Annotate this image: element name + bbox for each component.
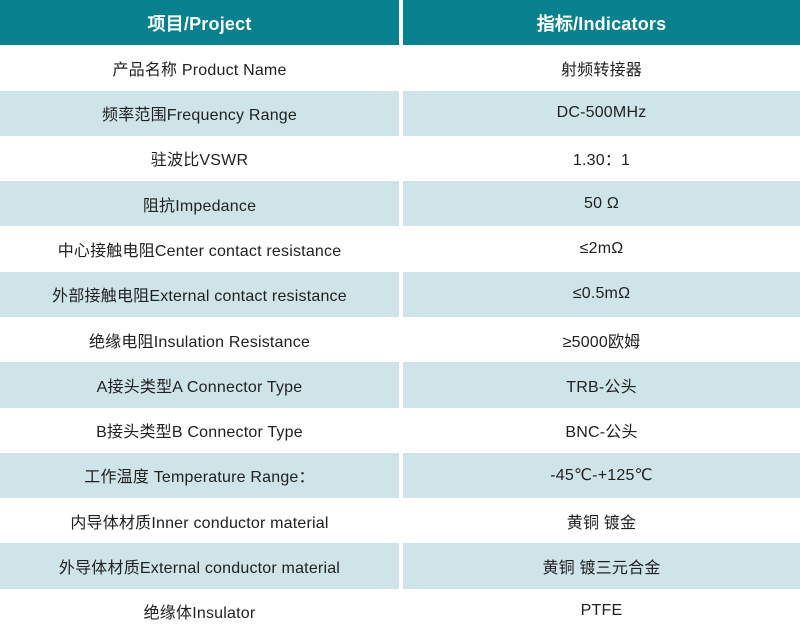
table-row: 绝缘电阻Insulation Resistance ≥5000欧姆	[0, 316, 800, 363]
column-divider	[399, 90, 403, 136]
project-cell: 内导体材质Inner conductor material	[0, 498, 399, 544]
project-cell: 绝缘体Insulator	[0, 588, 399, 634]
indicator-cell: 黄铜 镀三元合金	[403, 543, 800, 589]
table-header-row: 项目/Project 指标/Indicators	[0, 0, 800, 46]
indicator-cell: 射频转接器	[403, 45, 800, 91]
project-cell: B接头类型B Connector Type	[0, 407, 399, 453]
column-divider	[399, 0, 403, 46]
indicator-cell: ≥5000欧姆	[403, 316, 800, 363]
column-divider	[399, 45, 403, 91]
indicator-cell: TRB-公头	[403, 362, 800, 408]
column-divider	[399, 135, 403, 182]
table-row: 中心接触电阻Center contact resistance ≤2mΩ	[0, 226, 800, 272]
column-divider	[399, 226, 403, 272]
table-row: 产品名称 Product Name 射频转接器	[0, 45, 800, 91]
column-divider	[399, 407, 403, 453]
header-indicators: 指标/Indicators	[403, 0, 800, 46]
column-divider	[399, 498, 403, 544]
indicator-cell: 50 Ω	[403, 181, 800, 227]
project-cell: 中心接触电阻Center contact resistance	[0, 226, 399, 272]
indicator-cell: 1.30：1	[403, 135, 800, 182]
project-cell: 频率范围Frequency Range	[0, 90, 399, 136]
indicator-cell: ≤0.5mΩ	[403, 271, 800, 317]
table-row: 绝缘体Insulator PTFE	[0, 588, 800, 634]
column-divider	[399, 316, 403, 363]
table-row: 阻抗Impedance 50 Ω	[0, 181, 800, 227]
project-cell: 阻抗Impedance	[0, 181, 399, 227]
table-row: 工作温度 Temperature Range： -45℃-+125℃	[0, 452, 800, 499]
column-divider	[399, 271, 403, 317]
table-row: 频率范围Frequency Range DC-500MHz	[0, 90, 800, 136]
project-cell: 外导体材质External conductor material	[0, 543, 399, 589]
project-cell: 产品名称 Product Name	[0, 45, 399, 91]
indicator-cell: -45℃-+125℃	[403, 452, 800, 499]
indicator-cell: ≤2mΩ	[403, 226, 800, 272]
column-divider	[399, 588, 403, 634]
table-row: 外导体材质External conductor material 黄铜 镀三元合…	[0, 543, 800, 589]
project-cell: 绝缘电阻Insulation Resistance	[0, 316, 399, 363]
column-divider	[399, 452, 403, 499]
table-row: A接头类型A Connector Type TRB-公头	[0, 362, 800, 408]
table-row: B接头类型B Connector Type BNC-公头	[0, 407, 800, 453]
indicator-cell: BNC-公头	[403, 407, 800, 453]
header-project: 项目/Project	[0, 0, 399, 46]
indicator-cell: DC-500MHz	[403, 90, 800, 136]
indicator-cell: PTFE	[403, 588, 800, 634]
table-row: 内导体材质Inner conductor material 黄铜 镀金	[0, 498, 800, 544]
project-cell: 驻波比VSWR	[0, 135, 399, 182]
table-row: 驻波比VSWR 1.30：1	[0, 135, 800, 182]
column-divider	[399, 181, 403, 227]
project-cell: 工作温度 Temperature Range：	[0, 452, 399, 499]
column-divider	[399, 362, 403, 408]
column-divider	[399, 543, 403, 589]
indicator-cell: 黄铜 镀金	[403, 498, 800, 544]
project-cell: 外部接触电阻External contact resistance	[0, 271, 399, 317]
table-row: 外部接触电阻External contact resistance ≤0.5mΩ	[0, 271, 800, 317]
project-cell: A接头类型A Connector Type	[0, 362, 399, 408]
